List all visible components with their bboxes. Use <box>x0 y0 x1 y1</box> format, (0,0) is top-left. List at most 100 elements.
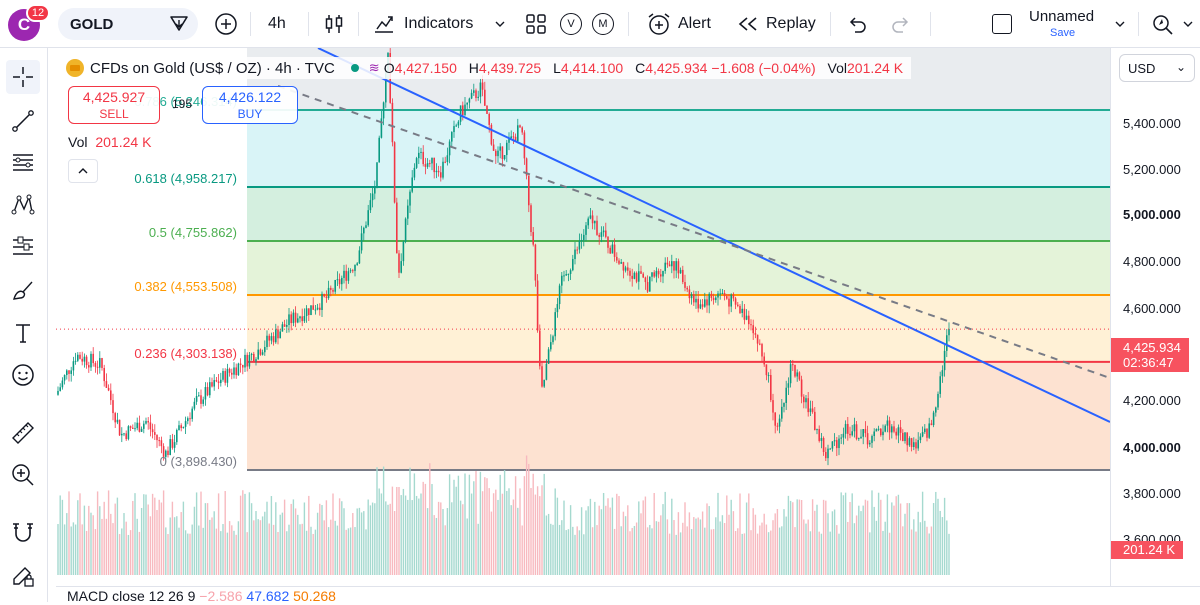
alert-button[interactable]: Alert <box>646 0 711 48</box>
pattern-tool[interactable] <box>6 188 40 222</box>
price-chart[interactable] <box>56 48 1110 586</box>
candle-body <box>360 233 363 251</box>
undo-icon[interactable] <box>846 13 868 35</box>
volume-bar <box>690 529 693 575</box>
interval-button[interactable]: 4h <box>268 15 286 32</box>
candle-body <box>138 422 141 432</box>
volume-bar <box>103 501 105 575</box>
fib-level-label: 0.5 (4,755.862) <box>148 224 237 240</box>
fib-tool[interactable] <box>6 146 40 180</box>
candle-body <box>576 249 578 251</box>
layout-grid-icon[interactable] <box>524 12 548 36</box>
symbol-title[interactable]: CFDs on Gold (US$ / OZ) · 4h · TVC <box>90 59 335 77</box>
lock-drawings-tool[interactable] <box>6 558 40 592</box>
candle-body <box>583 234 585 240</box>
layout-checkbox-icon[interactable] <box>992 14 1012 34</box>
candle-body <box>426 163 429 167</box>
volume-bar <box>677 512 680 575</box>
candle-body <box>690 294 693 299</box>
candle-body <box>132 427 134 429</box>
layout-name[interactable]: Unnamed <box>1029 7 1095 25</box>
candle-body <box>627 267 629 271</box>
candle-body <box>74 360 77 362</box>
quick-search-icon[interactable] <box>1150 11 1176 37</box>
save-link[interactable]: Save <box>1050 27 1076 39</box>
candle-body <box>277 329 279 339</box>
candle-body <box>543 379 545 387</box>
volume-bar <box>886 494 889 575</box>
candle-body <box>376 162 378 188</box>
volume-bar <box>459 500 462 575</box>
symbol-name: GOLD <box>70 15 114 33</box>
volume-bar <box>191 524 193 575</box>
volume-bar <box>363 511 365 575</box>
candle-body <box>475 90 477 98</box>
text-tool[interactable] <box>6 316 40 350</box>
magnet-tool[interactable] <box>6 516 40 550</box>
chevron-down-icon[interactable] <box>494 18 506 30</box>
volume-bar <box>622 511 625 575</box>
crosshair-tool[interactable] <box>6 60 40 94</box>
v-button[interactable]: V <box>560 13 582 35</box>
volume-bar <box>510 505 512 575</box>
volume-price-label: 201.24 K <box>1111 541 1183 559</box>
currency-select[interactable]: USD ⌄ <box>1119 54 1195 82</box>
volume-bar <box>741 533 743 575</box>
buy-button[interactable]: 4,426.122 BUY <box>202 86 298 124</box>
candle-body <box>800 379 803 397</box>
volume-bar <box>704 527 706 575</box>
candle-body <box>715 297 717 301</box>
volume-bar <box>382 466 385 575</box>
volume-bar <box>910 529 913 575</box>
candle-body <box>587 218 589 226</box>
add-symbol-icon[interactable] <box>214 12 238 36</box>
zoom-tool[interactable] <box>6 458 40 492</box>
candle-body <box>811 408 814 412</box>
price-scale[interactable]: USD ⌄ 5,400.000 5,200.000 5,000.000 4,80… <box>1110 48 1200 586</box>
chevron-down-icon[interactable] <box>1114 18 1126 30</box>
candle-body <box>437 170 440 173</box>
trend-line-tool[interactable] <box>6 104 40 138</box>
indicators-button[interactable]: Indicators <box>372 0 473 48</box>
replay-button[interactable]: Replay <box>736 0 816 48</box>
candle-body <box>633 272 636 279</box>
redo-icon[interactable] <box>890 13 912 35</box>
macd-legend[interactable]: MACD close 12 26 9 −2.586 47.682 50.268 <box>56 586 1200 604</box>
chevron-down-icon[interactable] <box>1182 15 1196 33</box>
toolbar-divider <box>358 12 359 36</box>
volume-bar <box>684 502 686 575</box>
collapse-legend-button[interactable] <box>68 159 98 183</box>
ruler-tool[interactable] <box>6 416 40 450</box>
volume-bar <box>662 504 664 575</box>
emoji-tool[interactable] <box>6 358 40 392</box>
volume-bar <box>407 499 409 575</box>
candle-body <box>688 289 691 299</box>
candle-body <box>217 381 220 384</box>
chart-pane[interactable] <box>56 48 1110 586</box>
volume-bar <box>376 467 378 575</box>
volume-bar <box>358 507 361 575</box>
brush-tool[interactable] <box>6 274 40 308</box>
candle-body <box>825 452 827 459</box>
m-button[interactable]: M <box>592 13 614 35</box>
volume-bar <box>607 498 609 575</box>
candle-body <box>193 401 196 409</box>
volume-bar <box>820 533 823 575</box>
candle-body <box>486 105 488 114</box>
candle-body <box>673 261 675 271</box>
volume-bar <box>596 525 598 575</box>
volume-bar <box>233 530 235 575</box>
candle-body <box>613 244 616 257</box>
sell-button[interactable]: 4,425.927 SELL <box>68 86 160 124</box>
candle-body <box>598 234 600 237</box>
candle-body <box>710 293 713 298</box>
symbol-search[interactable]: GOLD <box>58 8 198 40</box>
projection-tool[interactable] <box>6 230 40 264</box>
candle-body <box>695 298 697 303</box>
candles-icon[interactable] <box>322 12 346 36</box>
candle-body <box>948 329 950 336</box>
volume-bar <box>281 512 284 575</box>
candle-body <box>147 421 149 423</box>
candle-body <box>352 270 354 272</box>
candle-body <box>646 282 649 292</box>
